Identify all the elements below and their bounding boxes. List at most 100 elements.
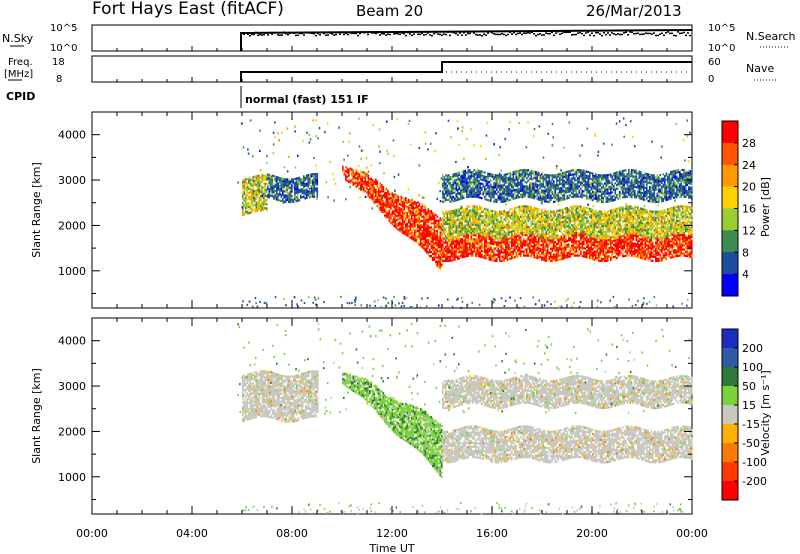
data-cell [534, 246, 536, 248]
nsky-point [459, 32, 461, 34]
data-cell [245, 199, 247, 201]
data-cell [561, 211, 563, 213]
data-cell [652, 252, 654, 254]
data-cell [637, 231, 639, 233]
nsky-point [349, 32, 351, 34]
data-cell [380, 203, 382, 205]
data-cell [471, 252, 473, 254]
data-cell [567, 217, 569, 219]
data-cell [570, 206, 572, 208]
data-cell [487, 213, 489, 215]
data-cell [384, 194, 386, 196]
data-cell [568, 239, 570, 241]
data-cell [401, 212, 403, 214]
data-cell [471, 254, 473, 256]
data-cell [651, 235, 653, 237]
data-cell [347, 169, 349, 171]
data-cell [540, 244, 542, 246]
data-cell [549, 237, 551, 239]
data-cell [389, 199, 391, 201]
data-cell [592, 213, 594, 215]
data-cell [517, 220, 519, 222]
data-cell [649, 255, 651, 257]
data-cell [413, 200, 415, 202]
data-cell [260, 197, 262, 199]
data-cell [516, 246, 518, 248]
data-cell [426, 229, 428, 231]
data-cell [389, 202, 391, 204]
data-cell [393, 223, 395, 225]
data-cell [561, 250, 563, 252]
data-cell [600, 235, 602, 237]
data-cell [549, 258, 551, 260]
data-cell [267, 173, 269, 175]
data-cell [570, 231, 572, 233]
data-cell [558, 222, 560, 224]
data-cell [672, 238, 674, 240]
data-cell [437, 236, 439, 238]
nsky-point [413, 33, 415, 35]
data-cell [582, 245, 584, 247]
data-cell [630, 248, 632, 250]
data-cell [597, 235, 599, 237]
data-cell [426, 251, 428, 253]
nsky-point [431, 35, 433, 37]
data-cell [362, 181, 364, 183]
data-cell [513, 253, 515, 255]
data-cell [522, 214, 524, 216]
data-cell [603, 227, 605, 229]
data-cell [460, 224, 462, 226]
data-cell [248, 202, 250, 204]
data-cell [490, 222, 492, 224]
data-cell [501, 225, 503, 227]
data-cell [276, 190, 278, 192]
data-cell [666, 240, 668, 242]
data-cell [309, 196, 311, 198]
data-cell [639, 217, 641, 219]
data-cell [434, 251, 436, 253]
data-cell [357, 182, 359, 184]
data-cell [471, 230, 473, 232]
data-cell [445, 229, 447, 231]
data-cell [303, 183, 305, 185]
data-cell [607, 227, 609, 229]
data-cell [594, 211, 596, 213]
data-cell [466, 230, 468, 232]
data-cell [529, 232, 531, 234]
data-cell [570, 239, 572, 241]
data-cell [679, 238, 681, 240]
data-cell [499, 256, 501, 258]
data-cell [687, 251, 689, 253]
data-cell [411, 223, 413, 225]
data-cell [472, 217, 474, 219]
data-cell [597, 247, 599, 249]
data-cell [460, 230, 462, 232]
data-cell [505, 243, 507, 245]
data-cell [613, 240, 615, 242]
data-cell [559, 228, 561, 230]
data-cell [633, 242, 635, 244]
data-cell [574, 205, 576, 207]
data-cell [613, 209, 615, 211]
data-cell [423, 219, 425, 221]
data-cell [423, 205, 425, 207]
data-cell [627, 224, 629, 226]
data-cell [493, 216, 495, 218]
data-cell [606, 233, 608, 235]
data-cell [495, 243, 497, 245]
data-cell [489, 230, 491, 232]
data-cell [552, 256, 554, 258]
data-cell [523, 254, 525, 256]
data-cell [504, 239, 506, 241]
data-cell [589, 253, 591, 255]
data-cell [440, 264, 442, 266]
data-cell [478, 243, 480, 245]
data-cell [607, 237, 609, 239]
data-cell [643, 208, 645, 210]
data-cell [416, 241, 418, 243]
data-cell [499, 237, 501, 239]
data-cell [270, 195, 272, 197]
data-cell [594, 254, 596, 256]
data-cell [688, 243, 690, 245]
data-cell [498, 229, 500, 231]
